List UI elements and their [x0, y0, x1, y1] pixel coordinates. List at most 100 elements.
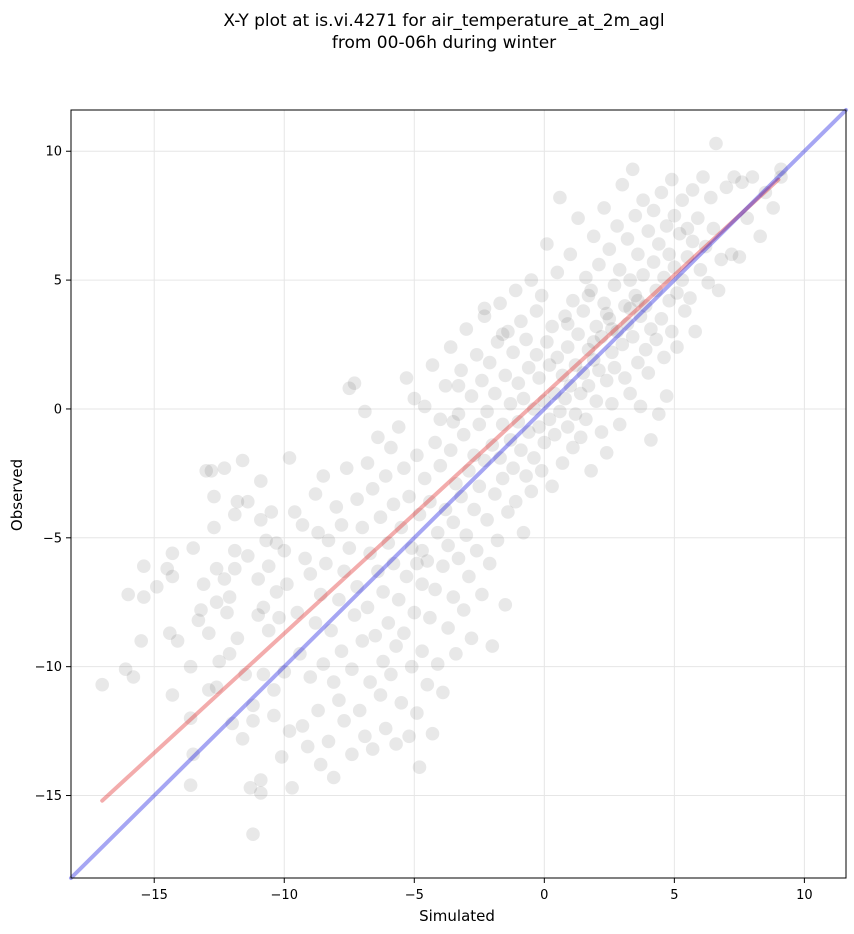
data-point	[425, 726, 440, 741]
data-point	[290, 605, 305, 620]
data-point	[438, 379, 453, 393]
data-point	[324, 623, 338, 638]
data-point	[563, 379, 578, 393]
data-point	[636, 268, 650, 282]
data-point	[594, 330, 609, 344]
data-point	[503, 433, 518, 447]
data-point	[415, 543, 429, 558]
data-point	[311, 525, 325, 540]
x-tick-label: 5	[670, 888, 678, 903]
data-point	[436, 685, 450, 700]
data-point	[121, 587, 135, 602]
data-point	[454, 363, 468, 378]
data-point	[256, 600, 271, 615]
data-point	[303, 567, 318, 581]
data-point	[662, 247, 676, 262]
data-point	[251, 572, 265, 586]
data-point	[524, 484, 539, 499]
data-point	[633, 309, 648, 324]
data-point	[464, 389, 479, 403]
data-point	[542, 412, 557, 427]
data-point	[665, 172, 679, 187]
data-point	[207, 489, 221, 504]
identity-line	[69, 108, 848, 880]
data-point	[423, 610, 437, 625]
data-point	[253, 773, 268, 787]
data-point	[267, 683, 281, 697]
data-point	[459, 322, 474, 336]
data-point	[456, 427, 471, 442]
data-point	[610, 324, 624, 339]
data-point	[532, 371, 546, 385]
data-point	[586, 335, 601, 349]
data-point	[347, 376, 362, 391]
data-point	[243, 781, 258, 795]
data-point	[615, 177, 630, 192]
data-point	[261, 559, 276, 573]
data-point	[441, 621, 455, 635]
data-point	[311, 703, 325, 718]
data-point	[417, 471, 432, 486]
data-point	[303, 670, 318, 684]
data-point	[350, 580, 364, 594]
data-point	[404, 541, 419, 555]
data-point	[381, 536, 396, 550]
data-point	[425, 358, 440, 372]
data-point	[186, 747, 200, 762]
data-point	[259, 533, 273, 548]
data-point	[339, 461, 354, 476]
data-point	[646, 255, 661, 269]
data-point	[573, 386, 588, 401]
data-point	[222, 590, 237, 604]
data-point	[618, 371, 632, 385]
data-point	[610, 219, 624, 233]
grid-lines	[71, 110, 846, 878]
data-point	[774, 170, 788, 184]
data-point	[532, 420, 546, 434]
data-point	[386, 497, 401, 512]
data-point	[706, 221, 721, 236]
data-point	[628, 288, 643, 303]
data-point	[126, 670, 141, 684]
data-point	[313, 587, 328, 602]
data-point	[345, 662, 359, 676]
data-point	[714, 252, 728, 267]
data-point	[662, 293, 676, 308]
data-point	[527, 402, 541, 416]
data-point	[657, 270, 671, 285]
data-point	[623, 386, 637, 401]
data-point	[209, 561, 224, 576]
data-point	[485, 438, 500, 452]
data-point	[495, 471, 510, 486]
data-point	[272, 610, 286, 625]
data-point	[246, 698, 260, 713]
data-point	[358, 729, 372, 744]
data-point	[623, 273, 637, 287]
data-point	[644, 322, 658, 336]
data-point	[428, 582, 442, 597]
data-point	[633, 399, 648, 414]
data-point	[277, 543, 292, 558]
data-point	[498, 368, 513, 383]
data-point	[391, 420, 406, 434]
data-point	[295, 719, 310, 733]
data-point	[282, 724, 297, 738]
data-point	[220, 605, 234, 620]
data-point	[568, 358, 583, 372]
data-point	[584, 464, 598, 478]
data-point	[516, 391, 531, 406]
data-point	[319, 556, 333, 571]
data-point	[683, 291, 697, 305]
y-axis-label: Observed	[8, 459, 26, 531]
data-point	[488, 386, 502, 401]
data-point	[740, 211, 754, 225]
data-point	[586, 353, 601, 367]
data-point	[230, 631, 245, 646]
data-point	[701, 275, 715, 290]
data-point	[696, 170, 710, 184]
data-point	[313, 757, 328, 772]
data-point	[667, 208, 682, 223]
data-point	[579, 412, 593, 427]
data-point	[209, 680, 224, 695]
data-point	[480, 404, 494, 419]
